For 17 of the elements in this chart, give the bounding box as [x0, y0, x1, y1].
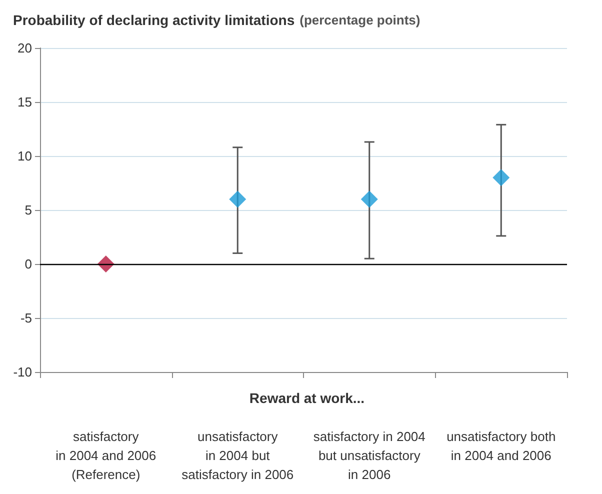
y-tick-label: -5: [20, 310, 32, 326]
y-tick-label: 20: [18, 40, 32, 56]
x-axis-title: Reward at work...: [249, 390, 365, 406]
x-tick-label: satisfactory in 2004 but unsatisfactory in 2006: [313, 429, 426, 482]
y-tick-label: 0: [24, 256, 32, 272]
point: [229, 190, 246, 208]
chart-title: Probability of declaring activity limitations: [13, 12, 295, 28]
y-tick-label: 15: [18, 94, 32, 110]
x-tick-label: unsatisfactory both in 2004 and 2006: [446, 429, 556, 463]
y-tick-label: 5: [24, 202, 32, 218]
point: [360, 190, 378, 208]
chart-subtitle: (percentage points): [300, 12, 420, 28]
y-tick-label: 10: [18, 148, 32, 164]
y-tick-label: -10: [13, 364, 32, 380]
x-tick-label: satisfactory in 2004 and 2006 (Reference): [56, 429, 156, 482]
point: [492, 169, 510, 186]
x-tick-label: unsatisfactory in 2004 but satisfactory in 2006: [182, 429, 294, 482]
